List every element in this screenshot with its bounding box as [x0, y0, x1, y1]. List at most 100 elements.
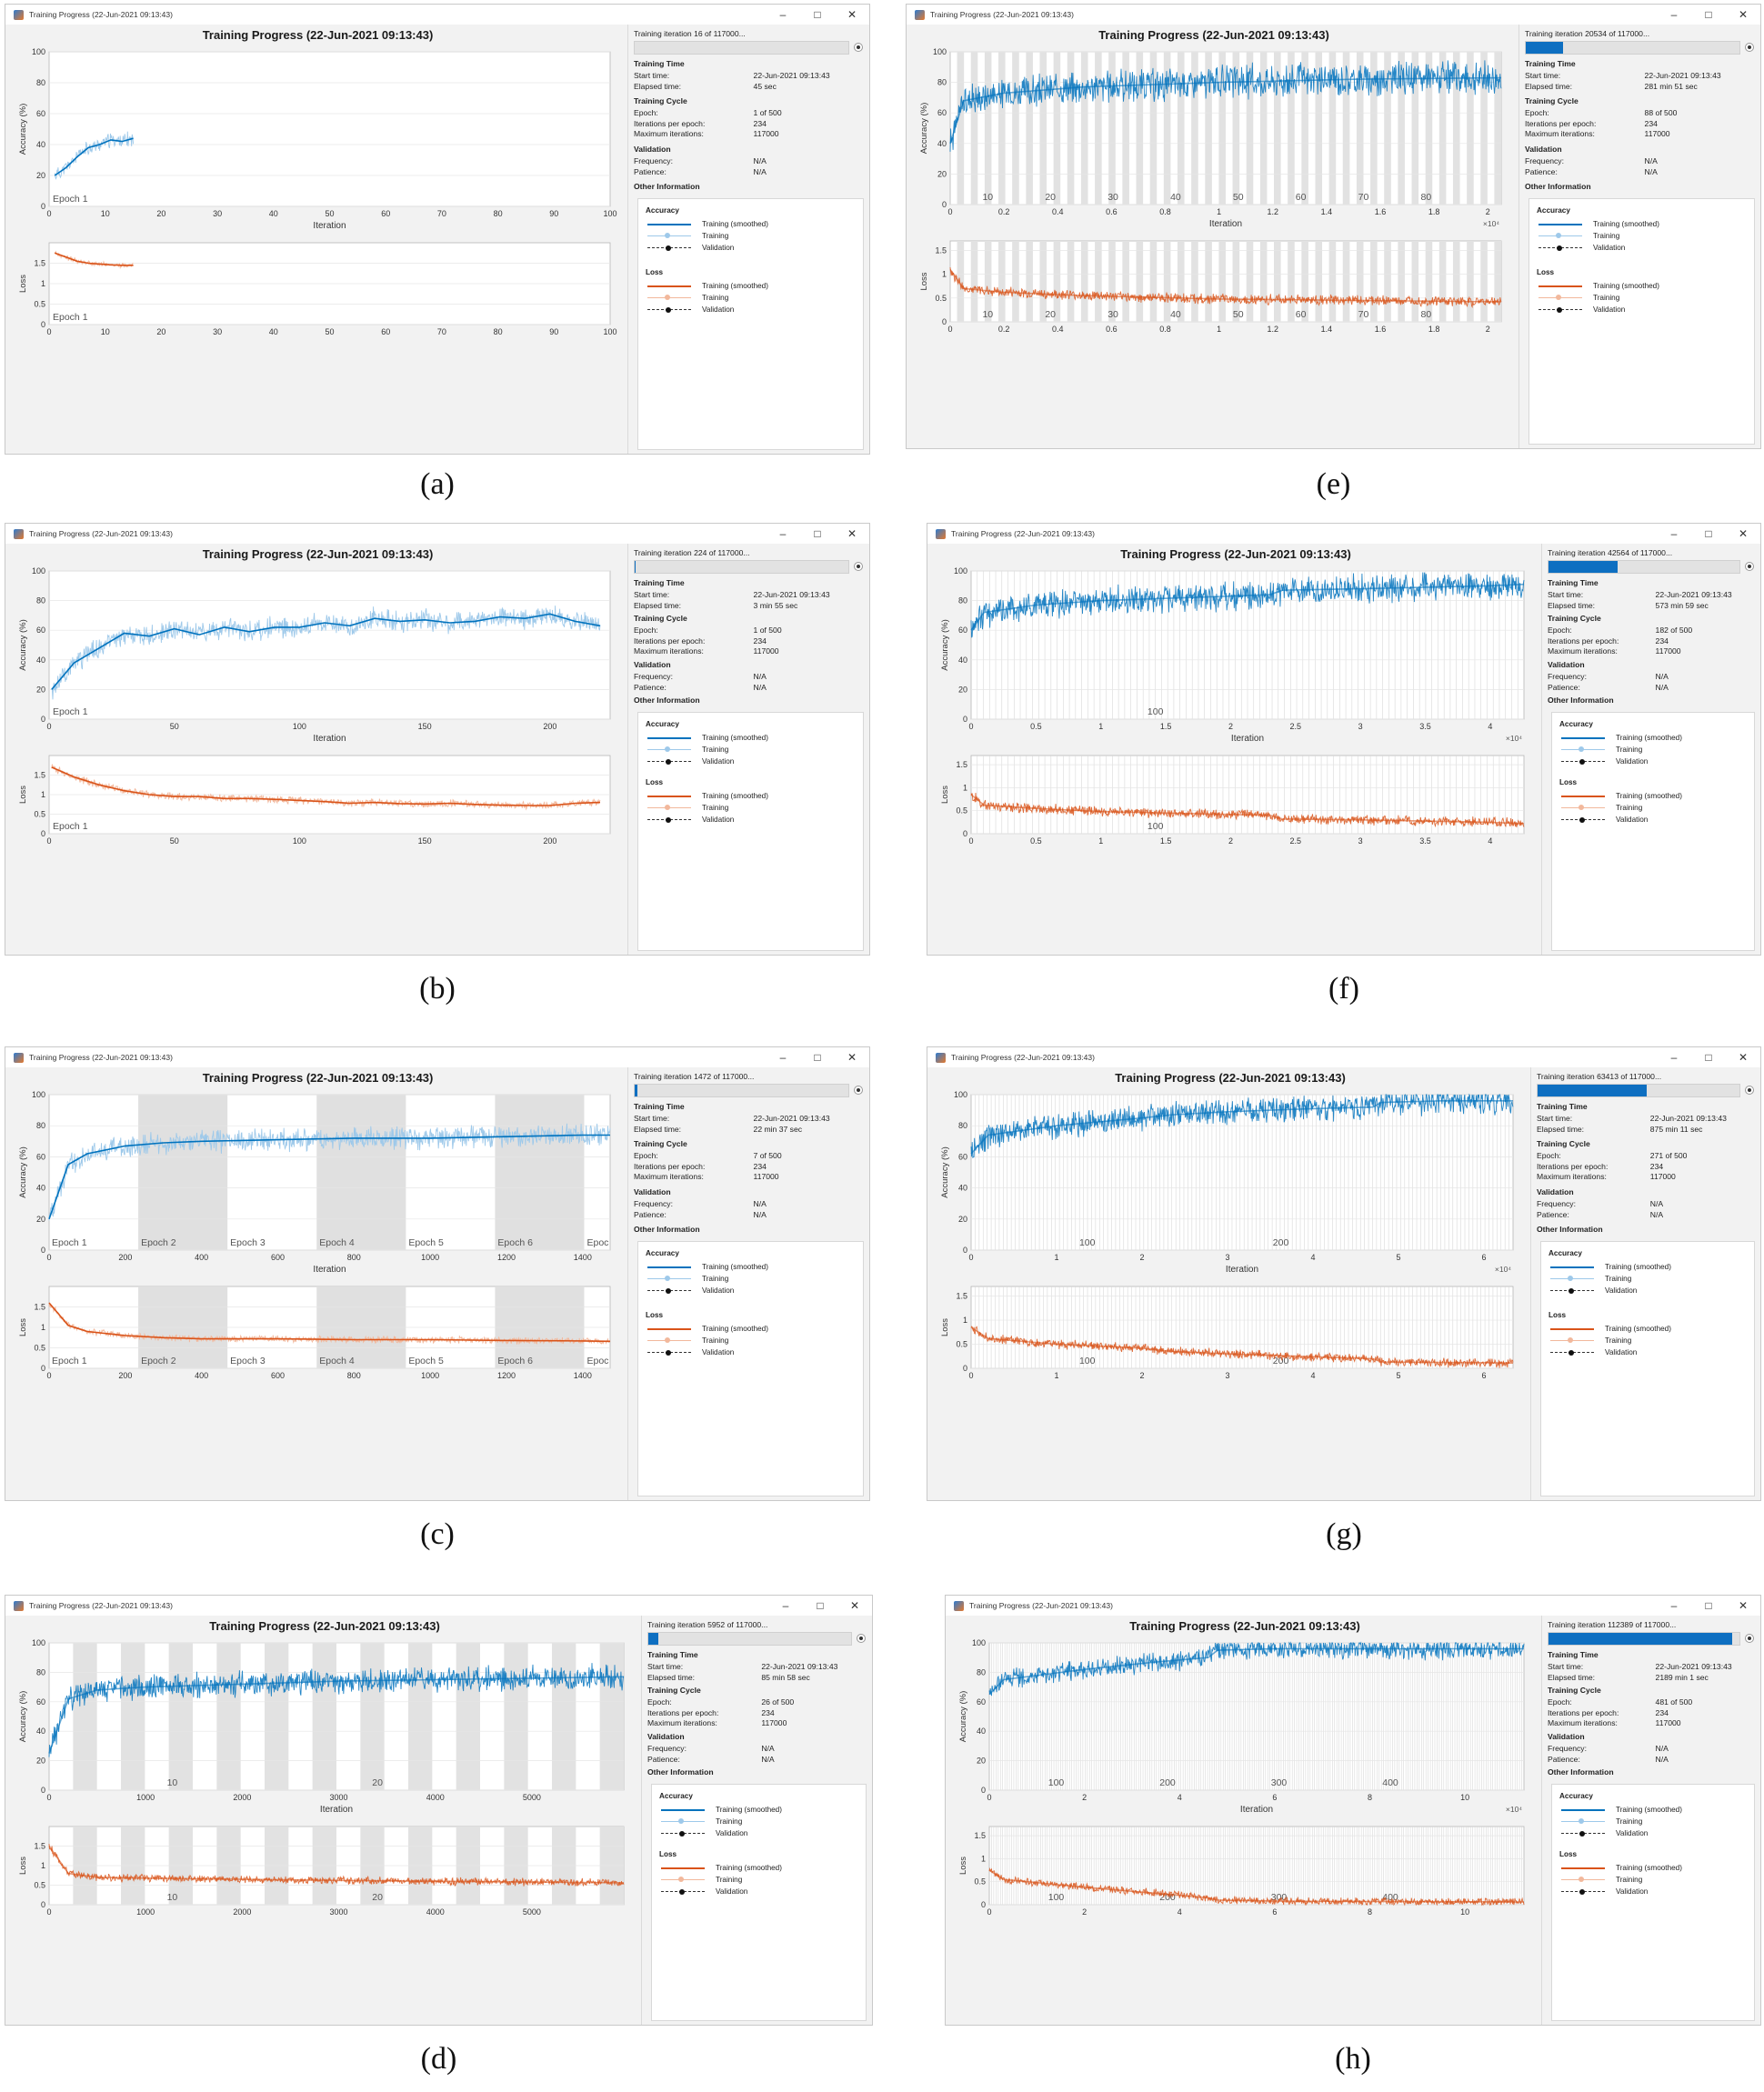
epoch-label: Epoc — [586, 1237, 608, 1248]
stop-button[interactable] — [854, 43, 863, 52]
accuracy-y-axis-label: Accuracy (%) — [18, 1146, 28, 1197]
close-button[interactable]: ✕ — [1738, 1051, 1749, 1064]
minimize-button[interactable]: – — [779, 527, 787, 540]
y-tick-label: 0.5 — [34, 1881, 45, 1890]
loss-y-ticks: 0 0.5 1 1.5 — [34, 1303, 610, 1373]
minimize-button[interactable]: – — [779, 1051, 787, 1064]
other-information-heading: Other Information — [634, 182, 700, 191]
legend-validation: Validation — [1549, 1346, 1747, 1358]
epoch-band — [1315, 241, 1323, 322]
maximize-button[interactable]: □ — [814, 1051, 821, 1064]
minimize-button[interactable]: – — [1670, 1599, 1678, 1612]
x-tick-label: 1.8 — [1428, 325, 1440, 334]
stop-button[interactable] — [1745, 1634, 1754, 1643]
panel-caption: (b) — [419, 972, 456, 1006]
y-tick-label: 60 — [36, 109, 45, 118]
legend-validation: Validation — [646, 1285, 856, 1296]
frequency-label: Frequency: — [1537, 1199, 1576, 1208]
matlab-icon — [954, 1600, 964, 1611]
x-tick-label: 1 — [1054, 1253, 1058, 1262]
legend-box: Accuracy Training (smoothed) Training Valid… — [651, 1784, 867, 2021]
epoch-band — [1342, 52, 1350, 205]
minimize-button[interactable]: – — [779, 8, 787, 21]
iteration-status: Training iteration 16 of 117000... — [634, 29, 746, 38]
stop-button[interactable] — [854, 562, 863, 571]
y-tick-label: 40 — [36, 1727, 45, 1736]
maximize-button[interactable]: □ — [814, 8, 821, 21]
legend-smoothed: Training (smoothed) — [1549, 1261, 1747, 1273]
epoch-band — [1288, 241, 1295, 322]
epoch-band — [1080, 52, 1088, 205]
minimize-button[interactable]: – — [1670, 8, 1678, 21]
x-tick-label: 6 — [1272, 1907, 1277, 1917]
epoch-band — [1012, 52, 1019, 205]
epoch-label: Epoch: — [1548, 1697, 1572, 1707]
legend-smoothed-label: Training (smoothed) — [716, 1806, 782, 1814]
epoch-band — [1122, 241, 1129, 322]
x-tick-label: 5000 — [523, 1907, 541, 1917]
epoch-row: Epoch: 1 of 500 — [634, 108, 864, 119]
start-time-value: 22-Jun-2021 09:13:43 — [753, 71, 830, 80]
panel-caption: (e) — [1316, 467, 1351, 501]
x-multiplier-label: ×10⁴ — [1506, 1805, 1522, 1814]
epoch-band — [1288, 52, 1295, 205]
x-tick-label: 80 — [494, 209, 503, 218]
x-tick-label: 0 — [968, 836, 973, 846]
legend-heading: Accuracy — [1559, 720, 1593, 728]
epoch-label: 10 — [982, 192, 993, 203]
epoch-band — [316, 1095, 406, 1250]
close-button[interactable]: ✕ — [1738, 8, 1749, 21]
legend-smoothed-swatch — [1559, 793, 1607, 800]
close-button[interactable]: ✕ — [847, 527, 857, 540]
x-tick-label: 3 — [1358, 722, 1363, 731]
epoch-band — [1411, 241, 1419, 322]
close-button[interactable]: ✕ — [847, 8, 857, 21]
maximum-iterations-row: Maximum iterations: 117000 — [1525, 129, 1755, 140]
legend-smoothed-swatch — [659, 1807, 707, 1814]
close-button[interactable]: ✕ — [849, 1599, 860, 1612]
accuracy-x-ticks: 0 50 100 150 200 — [46, 722, 556, 731]
patience-value: N/A — [753, 166, 767, 176]
stop-button[interactable] — [1745, 562, 1754, 571]
stop-button[interactable] — [1745, 1086, 1754, 1095]
legend-smoothed: Training (smoothed) — [659, 1804, 858, 1816]
epoch-band — [1039, 52, 1047, 205]
smoothed-line-swatch — [1561, 795, 1605, 797]
training-progress-window: Training Progress (22-Jun-2021 09:13:43)… — [927, 1046, 1761, 1501]
maximize-button[interactable]: □ — [1705, 527, 1712, 540]
epoch-label: 100 — [1079, 1356, 1096, 1366]
close-button[interactable]: ✕ — [1738, 1599, 1749, 1612]
y-tick-label: 1 — [942, 270, 947, 279]
maximize-button[interactable]: □ — [817, 1599, 824, 1612]
maximize-button[interactable]: □ — [1705, 8, 1712, 21]
maximize-button[interactable]: □ — [814, 527, 821, 540]
accuracy-y-ticks: 0 20 40 60 80 100 — [954, 566, 1524, 724]
maximize-button[interactable]: □ — [1705, 1599, 1712, 1612]
stop-button[interactable] — [854, 1086, 863, 1095]
frequency-label: Frequency: — [634, 672, 673, 681]
y-tick-label: 40 — [36, 140, 45, 149]
epoch-band — [360, 1643, 385, 1790]
x-tick-label: 400 — [195, 1371, 208, 1380]
training-marker-swatch — [1568, 1276, 1573, 1281]
epoch-band — [1149, 241, 1158, 322]
stop-button[interactable] — [857, 1634, 866, 1643]
other-information-heading: Other Information — [1548, 696, 1614, 705]
validation-marker-swatch — [666, 306, 671, 313]
accuracy-smoothed-line — [48, 1676, 625, 1754]
epoch-row: Epoch: 88 of 500 — [1525, 108, 1755, 119]
maximize-button[interactable]: □ — [1705, 1051, 1712, 1064]
close-button[interactable]: ✕ — [1738, 527, 1749, 540]
minimize-button[interactable]: – — [1670, 527, 1678, 540]
epoch-band — [970, 52, 978, 205]
stop-button[interactable] — [1745, 43, 1754, 52]
training-progress-window: Training Progress (22-Jun-2021 09:13:43)… — [5, 1046, 870, 1501]
minimize-button[interactable]: – — [782, 1599, 789, 1612]
legend-smoothed-swatch — [646, 735, 693, 742]
window-title: Training Progress (22-Jun-2021 09:13:43) — [969, 1601, 1113, 1610]
training-marker-swatch — [665, 233, 670, 238]
epoch-bands — [991, 1827, 1522, 1905]
training-progress-panel: Training Progress (22-Jun-2021 09:13:43)… — [5, 4, 870, 513]
minimize-button[interactable]: – — [1670, 1051, 1678, 1064]
close-button[interactable]: ✕ — [847, 1051, 857, 1064]
